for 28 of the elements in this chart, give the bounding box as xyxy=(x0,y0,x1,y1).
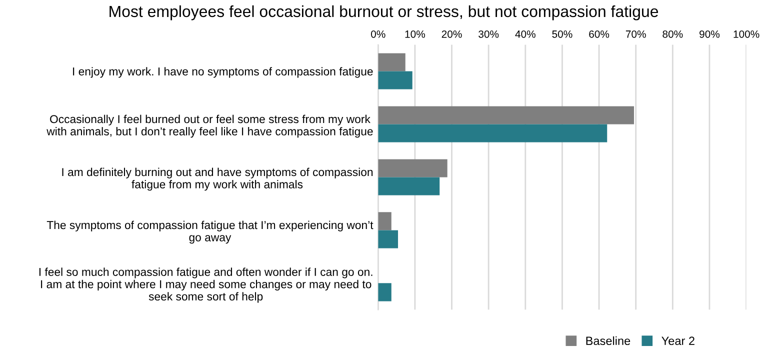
legend-label: Year 2 xyxy=(662,336,694,346)
y-tick-label: I enjoy my work. I have no symptoms of compassion fatigue xyxy=(73,67,373,78)
bar xyxy=(378,106,634,124)
y-tick-label: I am definitely burning out and have symptoms of compassion fatigue from my work with animals xyxy=(62,168,373,191)
bar xyxy=(378,177,440,196)
bar xyxy=(378,230,398,248)
y-tick-label: The symptoms of compassion fatigue that I’m experiencing won’t go away xyxy=(46,220,374,244)
x-tick-label: 50% xyxy=(552,30,572,38)
x-tick-label: 10% xyxy=(405,30,425,38)
y-tick-label: I feel so much compassion fatigue and often wonder if I can go on. I am at the point where I may need some changes or may need to seek some sort of help xyxy=(39,268,372,303)
x-tick-label: 40% xyxy=(515,30,536,38)
x-tick-label: 0% xyxy=(371,30,386,38)
x-tick-label: 90% xyxy=(700,30,720,38)
bar xyxy=(378,53,406,72)
y-tick-label: Occasionally I feel burned out or feel some stress from my work with animals, but I don’t really feel like I have compassion fatigue xyxy=(46,114,373,138)
bar xyxy=(378,71,412,90)
bar xyxy=(378,212,392,230)
bar xyxy=(378,159,448,178)
bar xyxy=(378,124,608,142)
x-tick-label: 60% xyxy=(589,30,610,38)
bar xyxy=(378,283,392,302)
x-tick-label: 70% xyxy=(626,30,646,38)
x-tick-label: 80% xyxy=(662,30,683,38)
x-tick-label: 30% xyxy=(478,30,499,38)
legend-label: Baseline xyxy=(586,336,630,346)
x-tick-label: 100% xyxy=(734,30,760,38)
x-tick-label: 20% xyxy=(442,30,462,38)
chart-title: Most employees feel occasional burnout or stress, but not compassion fatigue xyxy=(110,5,658,20)
